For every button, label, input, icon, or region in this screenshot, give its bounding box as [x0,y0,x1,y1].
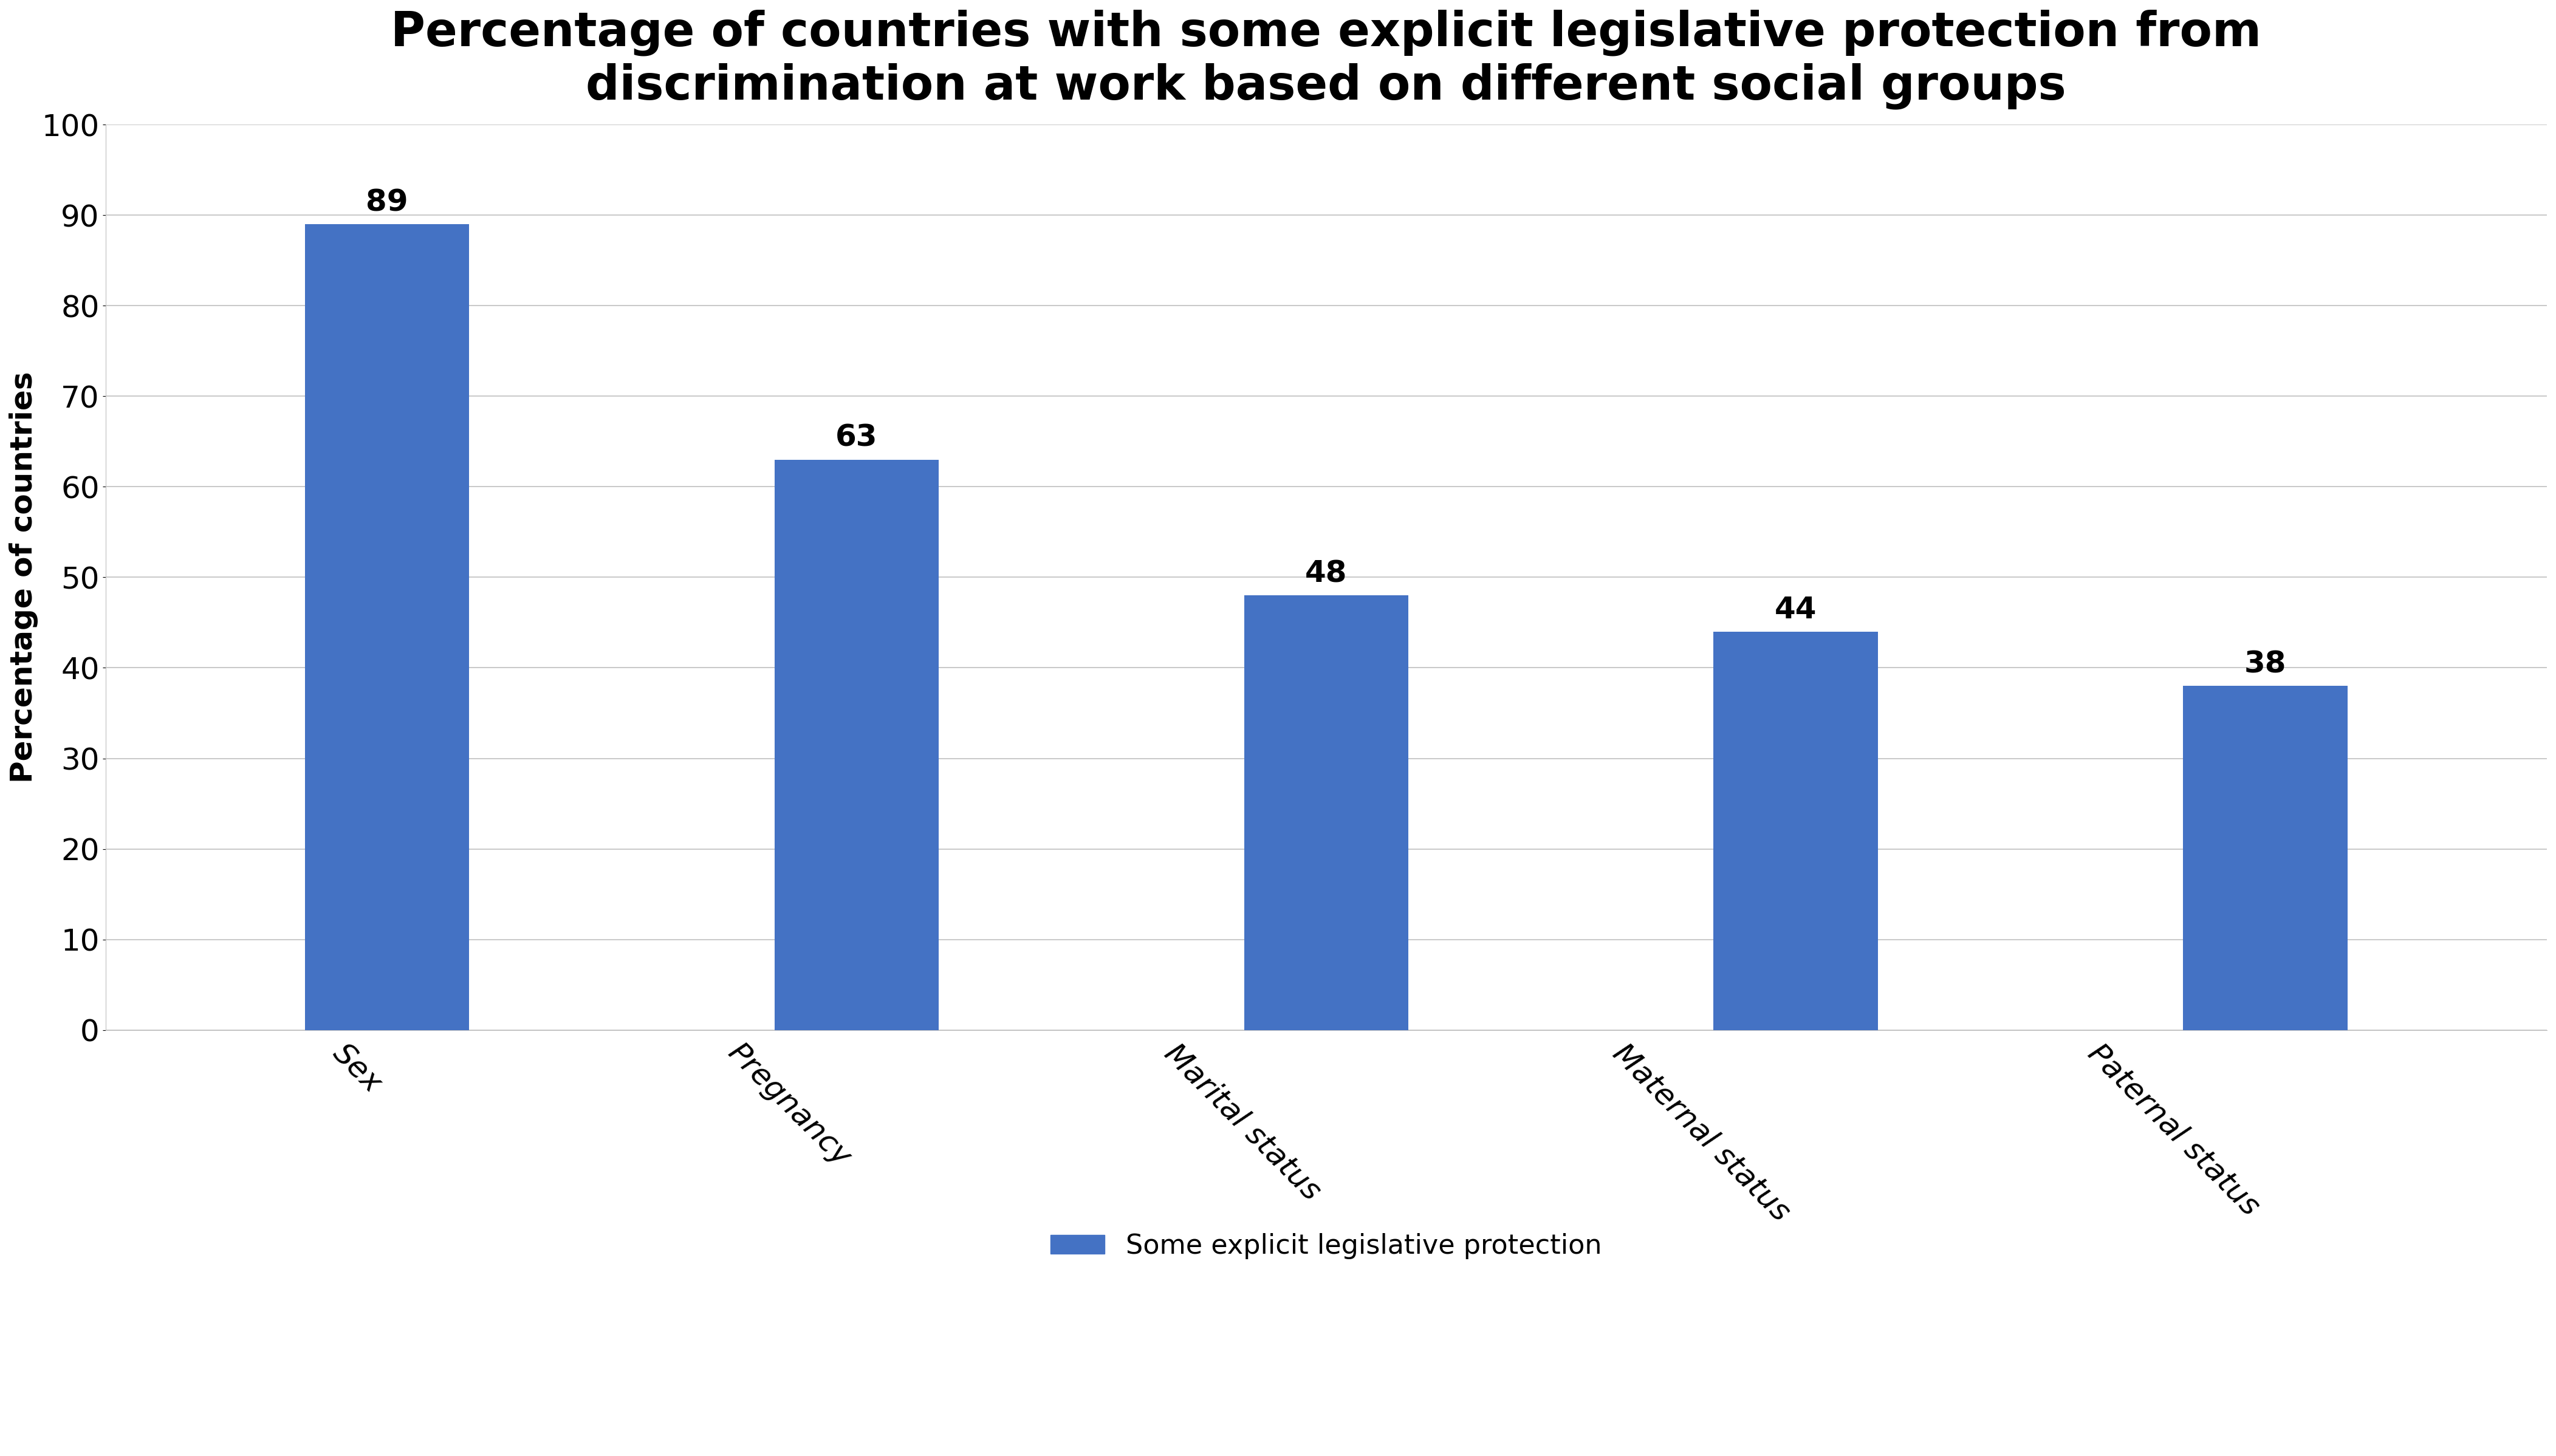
Text: 89: 89 [366,188,409,217]
Y-axis label: Percentage of countries: Percentage of countries [10,371,38,783]
Legend: Some explicit legislative protection: Some explicit legislative protection [1040,1222,1613,1270]
Title: Percentage of countries with some explicit legislative protection from
discrimin: Percentage of countries with some explic… [391,9,2262,109]
Bar [1245,596,1408,1029]
Bar [304,224,470,1029]
Bar [2183,686,2346,1029]
Text: 48: 48 [1306,559,1347,588]
Bar [1713,632,1879,1029]
Text: 38: 38 [2244,649,2285,678]
Bar [774,460,938,1029]
Text: 44: 44 [1774,596,1817,625]
Text: 63: 63 [836,424,877,453]
